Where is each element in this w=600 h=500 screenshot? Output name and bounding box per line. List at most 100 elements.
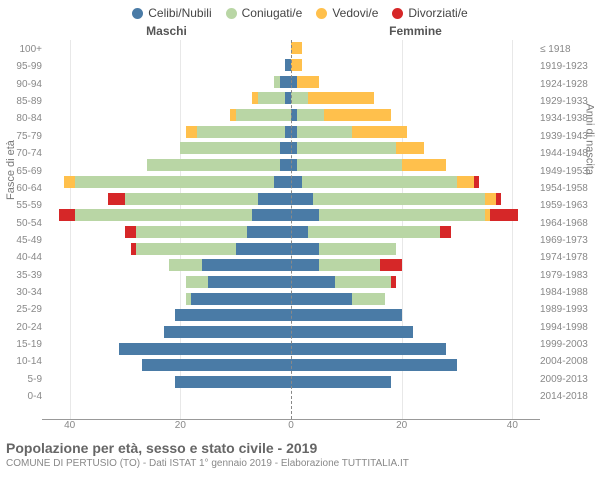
female-half [291,340,540,357]
legend-label: Divorziati/e [408,6,467,20]
age-tick: 0-4 [0,389,42,406]
age-tick: 15-19 [0,337,42,354]
segment-vedovi [402,159,446,171]
male-half [42,140,291,157]
pyramid-row [42,240,540,257]
age-tick: 70-74 [0,146,42,163]
male-half [42,90,291,107]
female-half [291,174,540,191]
male-half [42,107,291,124]
x-tick: 20 [396,420,407,431]
x-tick: 0 [288,420,294,431]
segment-celibi [291,176,302,188]
female-half [291,240,540,257]
age-tick: 90-94 [0,77,42,94]
legend-label: Celibi/Nubili [148,6,211,20]
legend-item: Divorziati/e [392,6,467,20]
segment-celibi [175,309,291,321]
segment-coniugati [236,109,291,121]
segment-coniugati [197,126,286,138]
pyramid-row [42,140,540,157]
segment-vedovi [485,193,496,205]
segment-coniugati [308,226,441,238]
year-tick: 1984-1988 [540,285,600,302]
pyramid-row [42,357,540,374]
female-half [291,324,540,341]
male-half [42,157,291,174]
age-tick: 85-89 [0,94,42,111]
header-male: Maschi [42,24,291,38]
segment-divorziati [380,259,402,271]
segment-celibi [142,359,291,371]
segment-vedovi [291,42,302,54]
age-tick: 45-49 [0,233,42,250]
age-tick: 65-69 [0,164,42,181]
segment-coniugati [147,159,280,171]
pyramid-row [42,340,540,357]
segment-celibi [280,159,291,171]
female-half [291,140,540,157]
segment-celibi [291,293,352,305]
age-tick: 30-34 [0,285,42,302]
segment-vedovi [324,109,390,121]
segment-celibi [291,326,413,338]
chart-footer: Popolazione per età, sesso e stato civil… [0,434,600,469]
male-half [42,374,291,391]
female-half [291,190,540,207]
year-tick: 1989-1993 [540,302,600,319]
pyramid-row [42,224,540,241]
segment-celibi [291,376,391,388]
segment-coniugati [297,126,352,138]
age-tick: 55-59 [0,198,42,215]
x-ticks: 402002040 [42,420,540,434]
pyramid-row [42,257,540,274]
segment-celibi [291,276,335,288]
pyramid-row [42,90,540,107]
x-tick: 40 [507,420,518,431]
pyramid-row [42,190,540,207]
segment-coniugati [258,92,286,104]
female-half [291,40,540,57]
pyramid-row [42,307,540,324]
legend: Celibi/NubiliConiugati/eVedovi/eDivorzia… [0,0,600,20]
female-half [291,90,540,107]
segment-celibi [252,209,291,221]
segment-coniugati [319,243,396,255]
age-tick: 75-79 [0,129,42,146]
pyramid-row [42,207,540,224]
segment-divorziati [59,209,76,221]
segment-coniugati [169,259,202,271]
x-tick: 40 [64,420,75,431]
year-tick: 1954-1958 [540,181,600,198]
segment-celibi [291,209,319,221]
chart-subtitle: COMUNE DI PERTUSIO (TO) - Dati ISTAT 1° … [6,458,594,469]
year-tick: 1994-1998 [540,320,600,337]
segment-vedovi [352,126,407,138]
segment-celibi [291,343,446,355]
pyramid-row [42,123,540,140]
age-tick: 100+ [0,42,42,59]
female-half [291,374,540,391]
legend-swatch [132,8,143,19]
legend-label: Coniugati/e [242,6,303,20]
female-half [291,307,540,324]
male-half [42,207,291,224]
female-half [291,107,540,124]
pyramid-row [42,274,540,291]
male-half [42,73,291,90]
segment-celibi [291,309,402,321]
female-half [291,224,540,241]
pyramid-row [42,290,540,307]
segment-coniugati [75,176,274,188]
legend-swatch [316,8,327,19]
legend-swatch [392,8,403,19]
segment-celibi [280,142,291,154]
header-female: Femmine [291,24,540,38]
male-half [42,274,291,291]
bars-area [42,40,540,420]
segment-vedovi [457,176,474,188]
pyramid-row [42,57,540,74]
segment-celibi [291,193,313,205]
female-half [291,357,540,374]
female-half [291,207,540,224]
